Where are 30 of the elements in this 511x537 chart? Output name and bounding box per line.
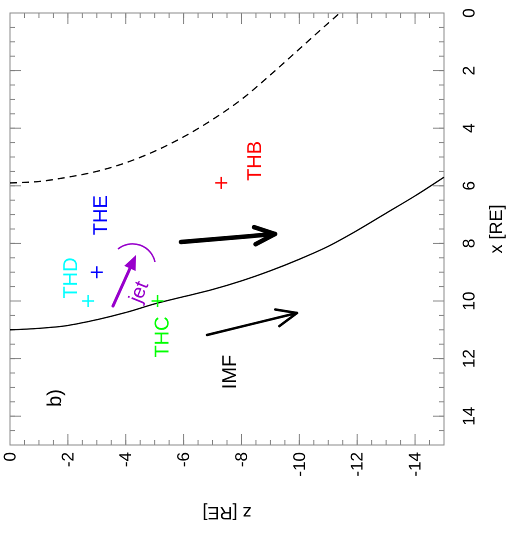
y-tick-label: 10 xyxy=(460,292,478,310)
x-tick-label: -6 xyxy=(174,452,194,468)
point xyxy=(214,176,228,190)
x-tick-label: -8 xyxy=(232,452,251,468)
x-tick-label: -12 xyxy=(348,452,367,477)
point xyxy=(150,294,164,308)
text: THD xyxy=(60,257,82,299)
y-tick-label: 12 xyxy=(460,349,478,368)
x-tick-label: 0 xyxy=(0,452,20,462)
text: THB xyxy=(244,140,266,181)
line-series xyxy=(9,12,340,184)
y-tick-label: 4 xyxy=(460,123,478,133)
annotation: IMF xyxy=(219,354,241,390)
y-tick-label: 8 xyxy=(460,238,478,248)
x-axis-title: z [RE] xyxy=(202,503,252,523)
point xyxy=(81,294,95,308)
y-tick-label: 2 xyxy=(460,66,478,76)
point xyxy=(90,265,104,279)
x-tick-label: -2 xyxy=(58,452,78,468)
text: THC xyxy=(152,316,174,358)
y-axis-title: x [RE] xyxy=(486,204,506,254)
annotation: jet xyxy=(124,278,154,307)
y-tick-label: 14 xyxy=(460,406,478,426)
x-tick-label: -4 xyxy=(116,452,136,468)
text: THE xyxy=(90,195,112,236)
x-tick-label: -14 xyxy=(406,452,425,477)
x-tick-label: -10 xyxy=(290,452,309,477)
annotation: b) xyxy=(44,389,66,407)
y-tick-label: 0 xyxy=(460,8,478,18)
y-tick-label: 6 xyxy=(460,181,478,191)
